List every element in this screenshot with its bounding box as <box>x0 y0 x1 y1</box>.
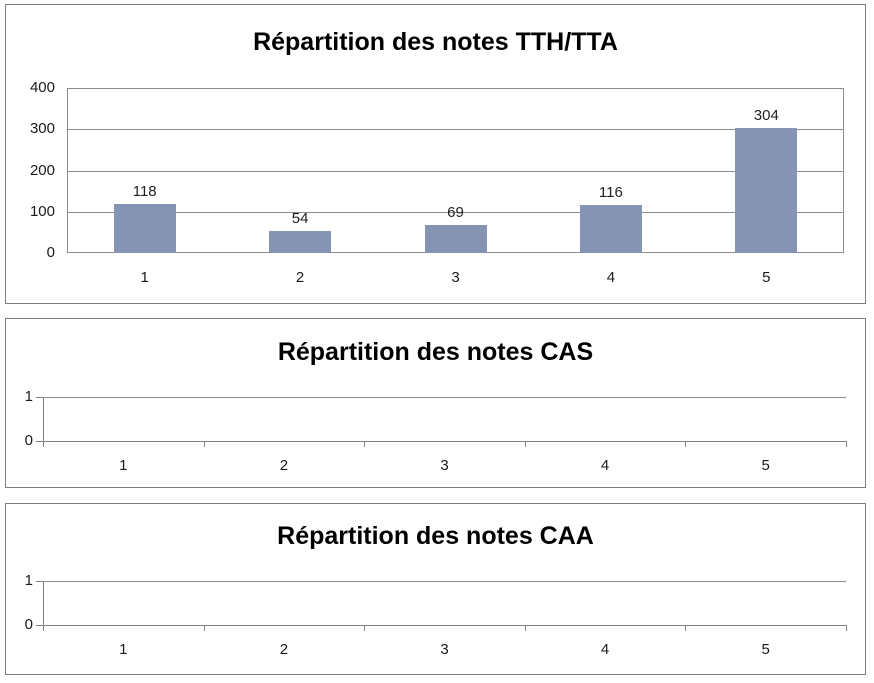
chart-title-caa: Répartition des notes CAA <box>277 522 594 550</box>
bar <box>269 230 332 253</box>
x-tick-label: 4 <box>600 457 610 474</box>
gridline <box>67 170 844 172</box>
x-axis-tick <box>364 625 366 631</box>
x-tick-label: 4 <box>600 641 610 658</box>
x-axis-tick <box>364 441 366 447</box>
y-axis-line <box>43 581 44 631</box>
x-axis-tick <box>524 441 526 447</box>
y-tick-label: 1 <box>24 388 33 405</box>
chart-panel-caa: Répartition des notes CAA 1 0 1 2 3 4 5 <box>5 503 866 675</box>
x-tick-label: 5 <box>761 457 770 474</box>
y-axis-tick <box>36 441 43 442</box>
bar <box>579 205 642 253</box>
chart-title-tth-tta: Répartition des notes TTH/TTA <box>253 28 618 56</box>
y-tick-label: 0 <box>46 244 55 261</box>
y-tick-label: 0 <box>24 432 33 449</box>
y-tick-label: 100 <box>29 202 55 220</box>
x-axis-line <box>43 625 846 626</box>
gridline <box>67 211 844 213</box>
y-axis-tick <box>36 625 43 626</box>
x-axis-tick <box>846 441 847 447</box>
gridline <box>43 397 846 398</box>
x-axis-tick <box>685 625 687 631</box>
bar-value-label: 54 <box>291 209 309 227</box>
bar <box>113 204 176 253</box>
x-axis-tick <box>203 625 205 631</box>
x-axis-tick <box>43 625 44 631</box>
y-axis-tick <box>36 397 43 398</box>
x-axis-tick <box>846 625 847 631</box>
x-axis-line <box>43 441 846 442</box>
x-tick-label: 2 <box>279 641 289 658</box>
y-axis-tick <box>36 581 43 582</box>
x-tick-label: 1 <box>140 269 149 286</box>
x-tick-label: 2 <box>295 269 305 286</box>
bar-value-label: 304 <box>753 106 779 124</box>
bar <box>424 224 487 253</box>
bar-value-label: 118 <box>132 183 157 201</box>
x-tick-label: 1 <box>119 457 128 474</box>
x-tick-label: 3 <box>440 457 449 474</box>
y-tick-label: 0 <box>24 616 33 633</box>
x-axis-tick <box>524 625 526 631</box>
x-tick-label: 1 <box>119 641 128 658</box>
y-axis-line <box>43 397 44 447</box>
y-tick-label: 300 <box>29 120 55 138</box>
chart-title-cas: Répartition des notes CAS <box>277 338 594 366</box>
x-tick-label: 3 <box>440 641 449 658</box>
x-tick-label: 2 <box>279 457 289 474</box>
bar <box>735 127 798 253</box>
y-tick-label: 1 <box>24 572 33 589</box>
x-axis-tick <box>43 441 44 447</box>
chart-panel-cas: Répartition des notes CAS 1 0 1 2 3 4 5 <box>5 318 866 488</box>
bar-value-label: 116 <box>598 184 623 202</box>
x-tick-label: 5 <box>761 641 770 658</box>
x-tick-label: 5 <box>762 269 771 286</box>
bar-value-label: 69 <box>447 203 464 221</box>
chart-panel-tth-tta: Répartition des notes TTH/TTA 400 300 200 1… <box>5 4 866 304</box>
x-tick-label: 4 <box>606 269 616 286</box>
gridline <box>43 581 846 582</box>
gridline <box>67 129 844 131</box>
x-axis-tick <box>203 441 205 447</box>
x-tick-label: 3 <box>451 269 460 286</box>
x-axis-tick <box>685 441 687 447</box>
y-tick-label: 200 <box>29 161 55 179</box>
y-tick-label: 400 <box>29 79 55 96</box>
